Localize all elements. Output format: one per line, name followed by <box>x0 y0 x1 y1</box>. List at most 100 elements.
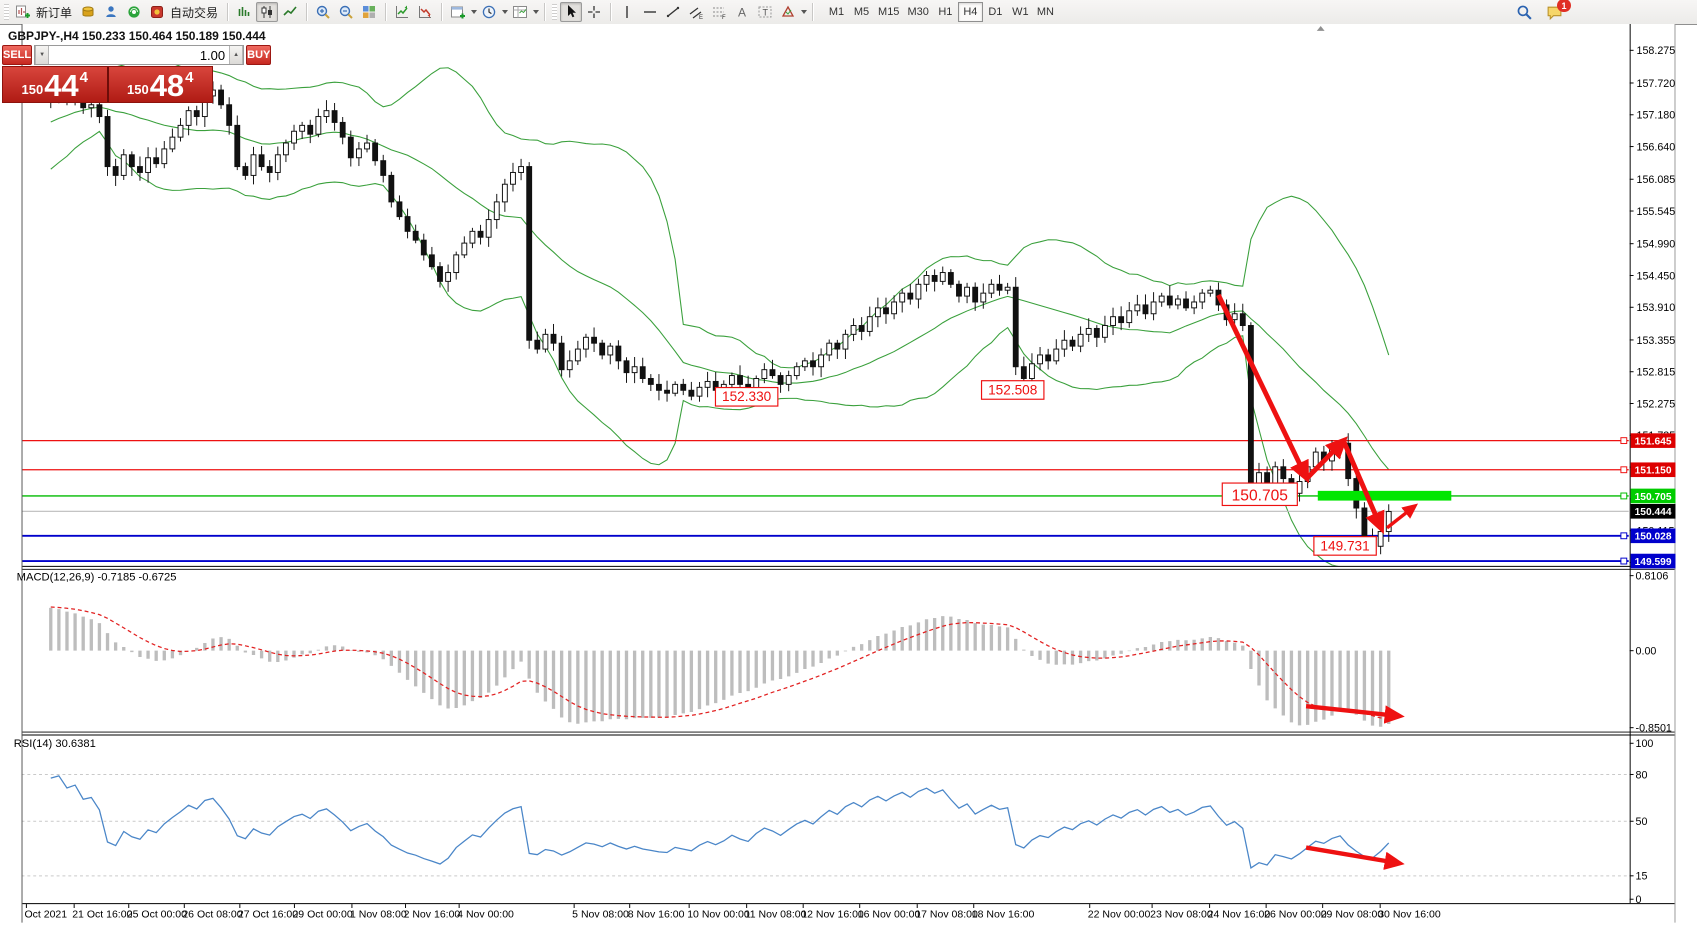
chevron-down-icon[interactable] <box>533 10 540 14</box>
svg-text:16 Nov 00:00: 16 Nov 00:00 <box>858 909 921 921</box>
buy-button[interactable]: BUY <box>246 45 272 65</box>
line-chart-icon <box>283 6 297 16</box>
buy-price-pip: 4 <box>185 69 194 86</box>
sell-price[interactable]: 150 44 4 <box>3 67 107 102</box>
fibonacci-button[interactable]: F <box>708 2 730 22</box>
indicators-down-button[interactable] <box>414 2 436 22</box>
support-zone-rectangle[interactable] <box>1317 490 1452 501</box>
zoom-out-icon <box>339 5 353 19</box>
toolbar-separator <box>812 3 814 21</box>
buy-price[interactable]: 150 48 4 <box>106 67 213 102</box>
chart-canvas[interactable]: 158.275 157.720 157.180 156.640 156.085 155.5… <box>0 24 1697 946</box>
new-order-icon <box>16 5 30 18</box>
auto-trading-label[interactable]: 自动交易 <box>170 5 219 20</box>
svg-text:30 Nov 16:00: 30 Nov 16:00 <box>1378 909 1441 921</box>
panel-borders <box>21 24 1676 923</box>
toolbar-separator <box>306 3 308 21</box>
line-chart-button[interactable] <box>279 2 301 22</box>
price-display: 150 44 4 150 48 4 <box>2 66 213 103</box>
shapes-icon <box>781 5 795 17</box>
new-chart-button[interactable] <box>447 2 469 22</box>
volume-decrease-button[interactable]: ▼ <box>35 46 50 64</box>
styles-button[interactable] <box>77 2 99 22</box>
price-axis[interactable]: 158.275 157.720 157.180 156.640 156.085 155.5… <box>1629 45 1676 569</box>
chevron-down-icon[interactable] <box>801 10 808 14</box>
svg-text:26 Nov 00:00: 26 Nov 00:00 <box>1264 909 1327 921</box>
text-label-button[interactable]: T <box>754 2 776 22</box>
volume-input[interactable] <box>49 46 230 64</box>
svg-text:152.508: 152.508 <box>988 382 1037 397</box>
autotrade-button[interactable] <box>146 2 168 22</box>
toolbar-grip[interactable] <box>4 4 9 20</box>
svg-text:153.355: 153.355 <box>1636 335 1675 347</box>
cursor-icon <box>568 5 577 18</box>
svg-text:150.705: 150.705 <box>1232 488 1289 505</box>
search-button[interactable] <box>1513 2 1535 22</box>
svg-text:0.8106: 0.8106 <box>1636 571 1669 583</box>
svg-text:27 Oct 16:00: 27 Oct 16:00 <box>238 909 298 921</box>
market-watch-button[interactable] <box>100 2 122 22</box>
channel-button[interactable]: E <box>685 2 707 22</box>
bar-chart-button[interactable] <box>233 2 255 22</box>
chevron-down-icon[interactable] <box>471 10 478 14</box>
crosshair-button[interactable] <box>583 2 605 22</box>
tab-timeframe-d1[interactable]: D1 <box>988 6 1003 18</box>
signals-button[interactable] <box>123 2 145 22</box>
community-chat-button[interactable]: 1 <box>1543 0 1571 22</box>
indicators-up-button[interactable] <box>391 2 413 22</box>
svg-text:151.645: 151.645 <box>1635 437 1672 448</box>
text-button[interactable]: A <box>731 2 753 22</box>
svg-text:12 Nov 16:00: 12 Nov 16:00 <box>801 909 864 921</box>
period-clock-icon <box>482 5 496 19</box>
new-order-button[interactable] <box>12 2 34 22</box>
toolbar-separator <box>227 3 229 21</box>
indicator-scales: 0.8106 0.00 -0.8501 100 80 50 15 0 <box>1629 571 1672 906</box>
svg-text:152.815: 152.815 <box>1636 367 1675 379</box>
tab-timeframe-m15[interactable]: M15 <box>878 6 900 18</box>
timeframe-toolbar: M1 M5 M15 M30 H1 H4 D1 W1 MN <box>824 2 1058 22</box>
crosshair-icon <box>588 6 601 18</box>
zoom-in-button[interactable] <box>312 2 334 22</box>
tab-timeframe-m5[interactable]: M5 <box>853 6 870 18</box>
horizontal-line-button[interactable] <box>639 2 661 22</box>
period-button[interactable] <box>478 2 500 22</box>
chart-shift-marker[interactable] <box>1316 25 1325 31</box>
tab-timeframe-h4[interactable]: H4 <box>957 2 983 22</box>
svg-text:150.444: 150.444 <box>1635 507 1672 518</box>
template-button[interactable] <box>509 2 531 22</box>
svg-text:154.450: 154.450 <box>1636 270 1675 282</box>
price-label-annotations[interactable]: 152.330 152.508 150.705 149.731 <box>714 380 1377 556</box>
svg-text:11 Nov 08:00: 11 Nov 08:00 <box>745 909 807 921</box>
sell-price-pip: 4 <box>79 69 89 86</box>
search-icon <box>1517 5 1532 20</box>
toolbar-grip[interactable] <box>552 4 558 20</box>
candlestick-button[interactable] <box>256 2 279 22</box>
tab-timeframe-w1[interactable]: W1 <box>1012 6 1029 18</box>
svg-text:29 Oct 00:00: 29 Oct 00:00 <box>292 909 352 921</box>
zoom-out-button[interactable] <box>335 2 357 22</box>
rsi-label: RSI(14) 30.6381 <box>14 738 96 750</box>
tile-windows-icon <box>363 6 376 18</box>
tab-timeframe-h1[interactable]: H1 <box>938 6 953 18</box>
trendline-button[interactable] <box>662 2 684 22</box>
svg-text:0.00: 0.00 <box>1636 646 1657 658</box>
shapes-button[interactable] <box>777 2 799 22</box>
toolbar-separator <box>385 3 387 21</box>
new-order-label[interactable]: 新订单 <box>36 5 73 20</box>
vertical-line-button[interactable] <box>616 2 638 22</box>
new-chart-icon <box>451 6 466 19</box>
tab-timeframe-m1[interactable]: M1 <box>828 6 845 18</box>
svg-text:21 Oct 16:00: 21 Oct 16:00 <box>72 909 132 921</box>
tab-timeframe-mn[interactable]: MN <box>1036 6 1054 18</box>
chevron-down-icon[interactable] <box>502 10 509 14</box>
volume-increase-button[interactable]: ▲ <box>229 46 244 64</box>
sell-button[interactable]: SELL <box>2 45 33 65</box>
cursor-button[interactable] <box>560 2 583 22</box>
tile-windows-button[interactable] <box>358 2 380 22</box>
bar-chart-icon <box>238 7 250 16</box>
tab-timeframe-m30[interactable]: M30 <box>907 6 929 18</box>
trend-arrows[interactable] <box>1216 293 1419 870</box>
notification-badge: 1 <box>1557 0 1571 12</box>
